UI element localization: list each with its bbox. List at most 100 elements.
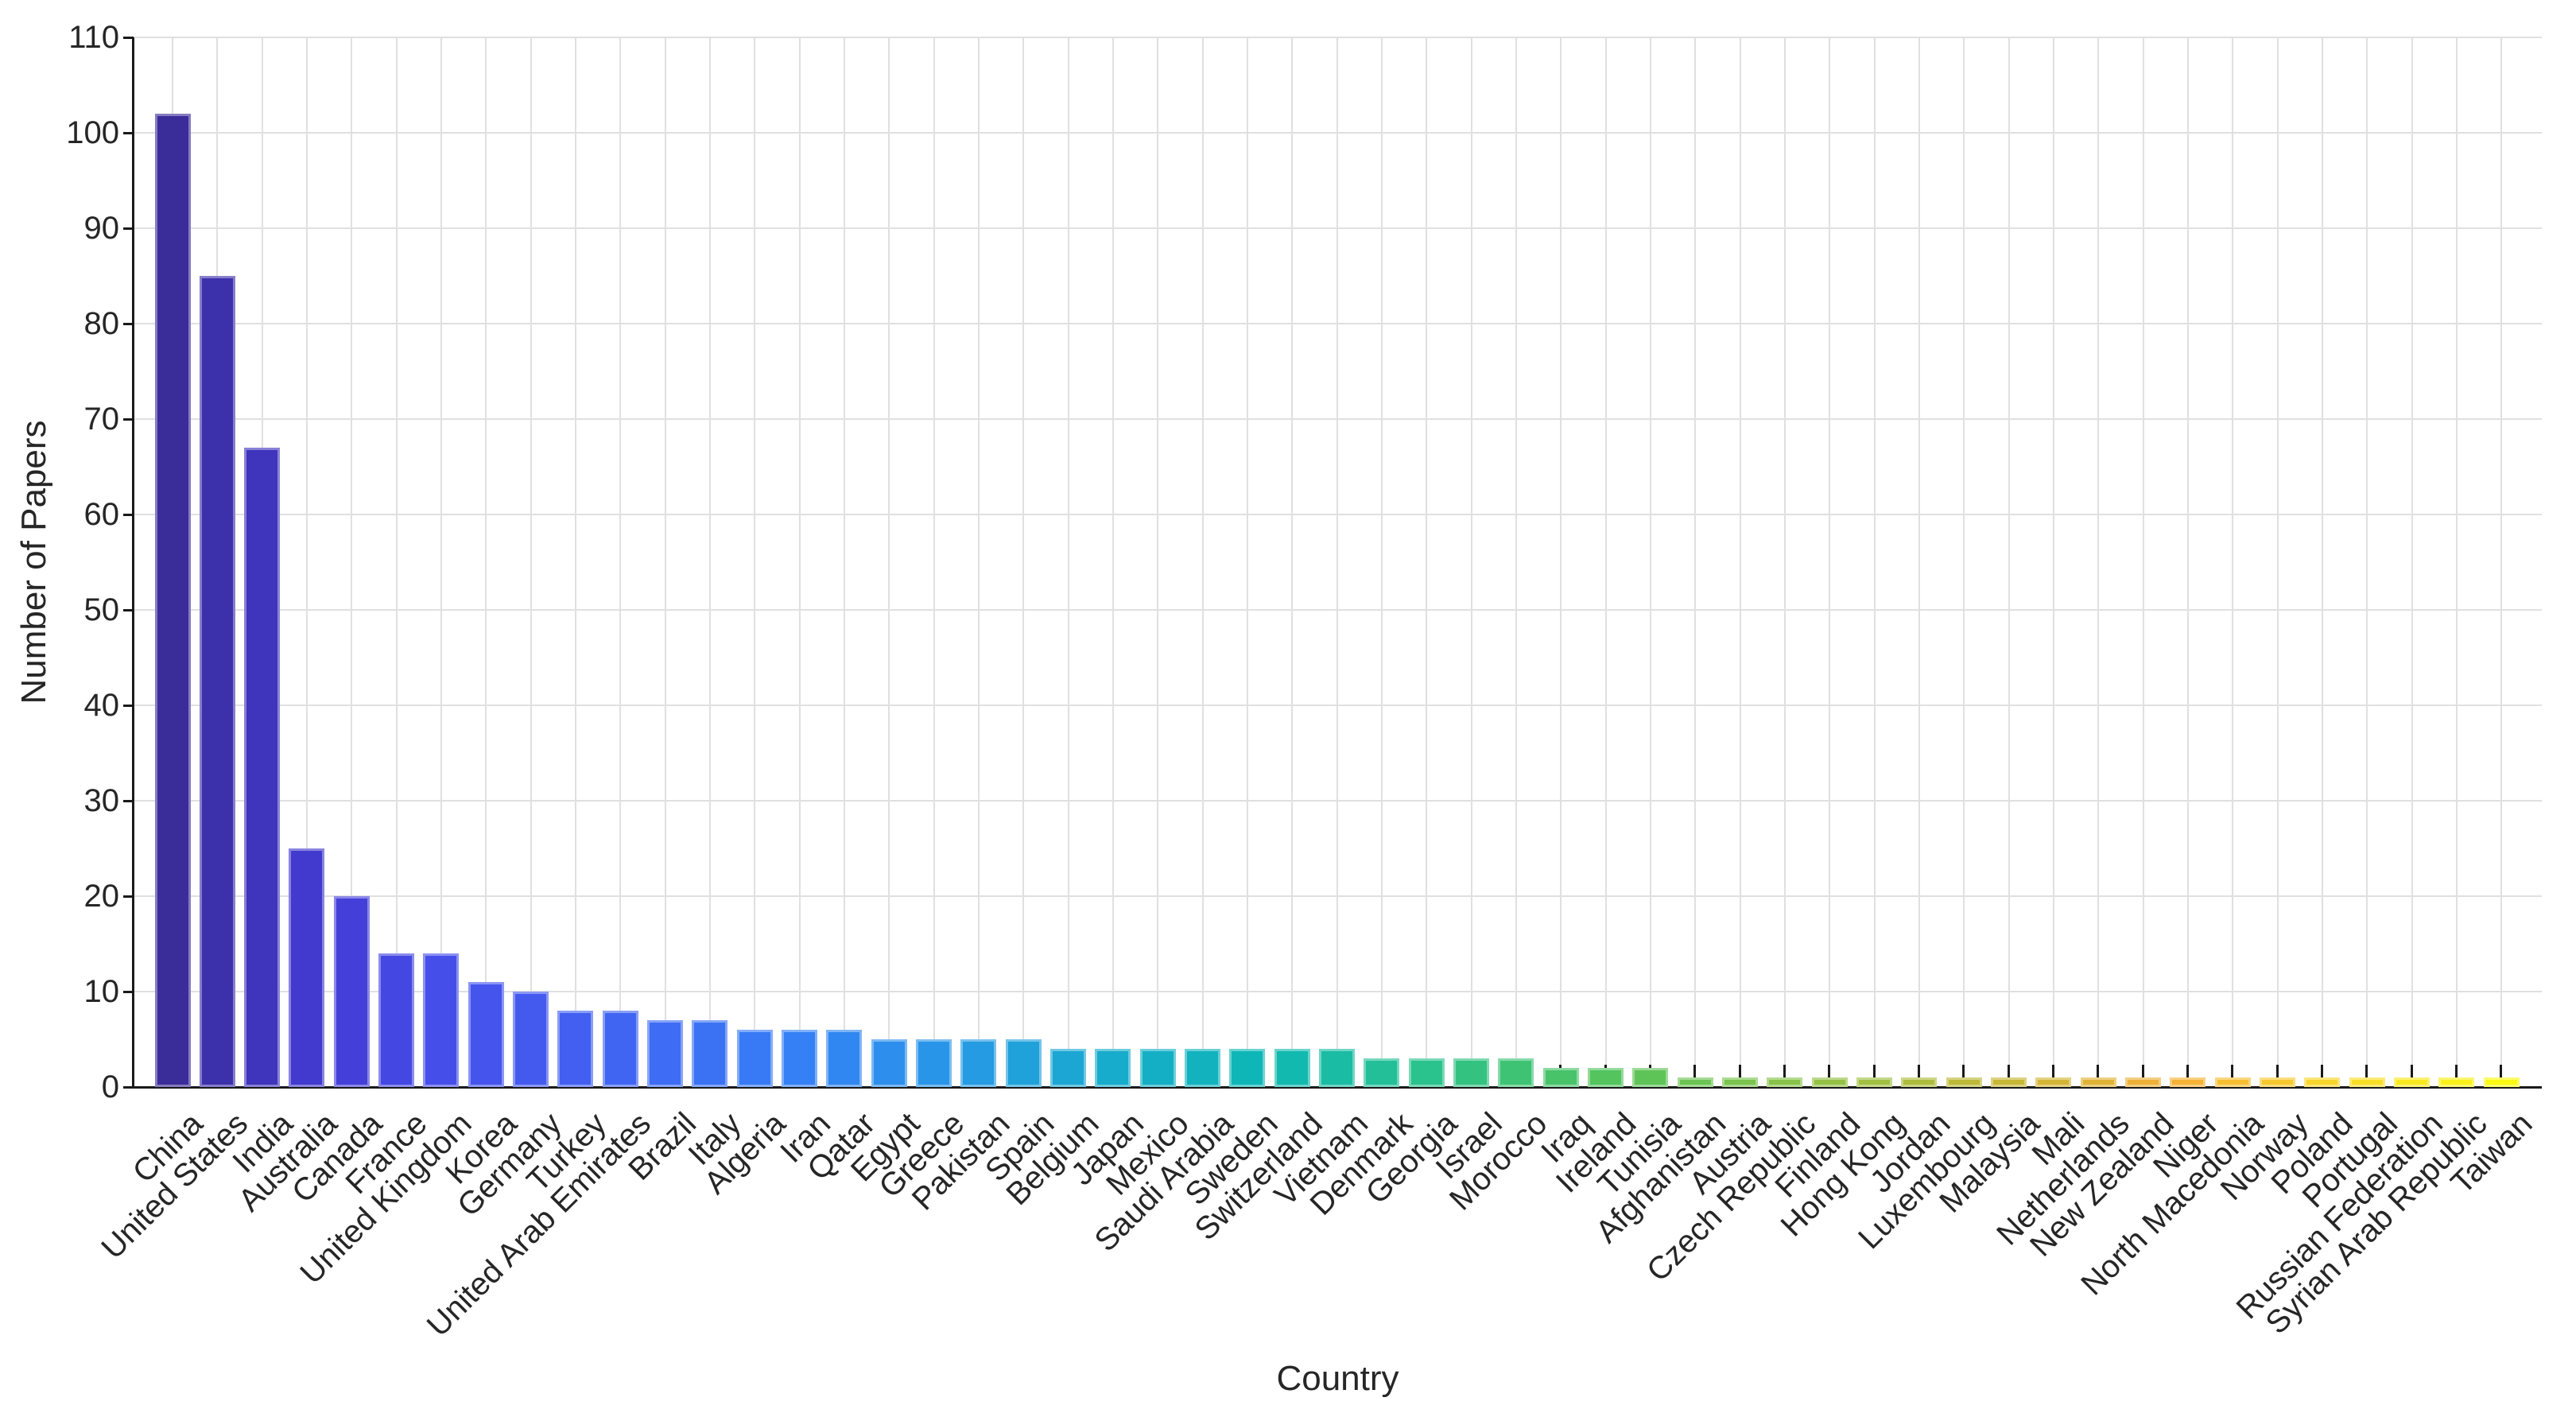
bar <box>1364 1058 1400 1087</box>
y-tick-label: 100 <box>66 115 119 150</box>
y-tick <box>123 895 134 898</box>
bar <box>1139 1049 1176 1087</box>
bar <box>2170 1077 2206 1087</box>
y-tick <box>123 991 134 993</box>
x-gridline <box>1291 37 1294 1087</box>
bar <box>1274 1049 1310 1087</box>
y-tick-label: 20 <box>83 879 120 914</box>
bar <box>1185 1049 1221 1087</box>
x-gridline <box>1470 37 1472 1087</box>
x-tick <box>1738 1065 1741 1087</box>
x-axis-line <box>132 1086 2542 1089</box>
y-tick <box>123 609 134 611</box>
x-tick <box>2410 1065 2413 1087</box>
x-gridline <box>485 37 487 1087</box>
x-tick <box>1828 1065 1831 1087</box>
x-tick <box>2275 1065 2279 1087</box>
bar <box>1722 1077 1759 1087</box>
x-gridline <box>440 37 442 1087</box>
y-tick <box>123 37 134 39</box>
x-gridline <box>2232 37 2234 1087</box>
x-gridline <box>1829 37 1831 1087</box>
x-gridline <box>2097 37 2100 1087</box>
bar <box>1005 1039 1042 1087</box>
y-tick-label: 10 <box>83 974 120 1009</box>
bar <box>871 1039 907 1087</box>
bar <box>467 982 504 1087</box>
y-tick <box>123 132 134 134</box>
x-gridline <box>2366 37 2368 1087</box>
x-gridline <box>1649 37 1651 1087</box>
x-gridline <box>2321 37 2323 1087</box>
bar <box>513 992 549 1087</box>
x-gridline <box>574 37 576 1087</box>
bar <box>2080 1077 2116 1087</box>
x-tick <box>2500 1065 2503 1087</box>
bar <box>154 114 191 1087</box>
bar <box>1811 1077 1848 1087</box>
bar <box>2394 1077 2430 1087</box>
bar <box>2438 1077 2475 1087</box>
y-tick-label: 110 <box>68 20 119 55</box>
x-tick <box>2231 1065 2234 1087</box>
y-tick <box>123 323 134 325</box>
x-tick <box>1872 1065 1876 1087</box>
bar <box>1991 1077 2027 1087</box>
x-gridline <box>1157 37 1159 1087</box>
bar <box>244 448 281 1087</box>
x-tick <box>2320 1065 2323 1087</box>
x-gridline <box>2052 37 2054 1087</box>
x-gridline <box>2455 37 2458 1087</box>
bar <box>1946 1077 1982 1087</box>
bar <box>602 1011 638 1087</box>
x-tick <box>1693 1065 1697 1087</box>
x-gridline <box>888 37 890 1087</box>
bar <box>647 1020 684 1087</box>
x-tick <box>2051 1065 2054 1087</box>
x-gridline <box>798 37 801 1087</box>
bar <box>199 276 235 1087</box>
bar <box>1498 1058 1534 1087</box>
bar <box>1408 1058 1445 1087</box>
x-gridline <box>395 37 398 1087</box>
bar <box>1542 1068 1579 1087</box>
bar <box>2483 1077 2520 1087</box>
x-tick <box>2097 1065 2100 1087</box>
x-gridline <box>1694 37 1697 1087</box>
y-tick <box>123 514 134 516</box>
bar <box>2304 1077 2341 1087</box>
x-gridline <box>754 37 756 1087</box>
x-tick <box>2454 1065 2458 1087</box>
x-tick <box>2186 1065 2189 1087</box>
bar <box>782 1030 818 1087</box>
x-gridline <box>933 37 935 1087</box>
bar <box>1095 1049 1131 1087</box>
bar <box>2125 1077 2162 1087</box>
bar <box>826 1030 863 1087</box>
y-tick-label: 90 <box>83 211 120 246</box>
x-tick <box>1962 1065 1965 1087</box>
bar <box>1229 1049 1266 1087</box>
y-tick <box>123 705 134 707</box>
bar <box>1319 1049 1356 1087</box>
x-gridline <box>351 37 353 1087</box>
bar <box>2214 1077 2251 1087</box>
bar <box>333 896 370 1087</box>
x-tick <box>2141 1065 2144 1087</box>
y-tick <box>123 418 134 421</box>
y-tick <box>123 227 134 230</box>
x-gridline <box>1604 37 1607 1087</box>
y-tick-label: 60 <box>83 497 120 532</box>
x-gridline <box>530 37 532 1087</box>
x-gridline <box>1873 37 1876 1087</box>
bar <box>1453 1058 1490 1087</box>
bar <box>692 1020 728 1087</box>
y-tick-label: 30 <box>83 783 120 818</box>
bar <box>1856 1077 1893 1087</box>
bar <box>289 848 325 1087</box>
x-gridline <box>1246 37 1248 1087</box>
x-tick <box>1783 1065 1786 1087</box>
x-axis-label: Country <box>1276 1359 1399 1398</box>
x-gridline <box>1022 37 1025 1087</box>
bar <box>1767 1077 1803 1087</box>
